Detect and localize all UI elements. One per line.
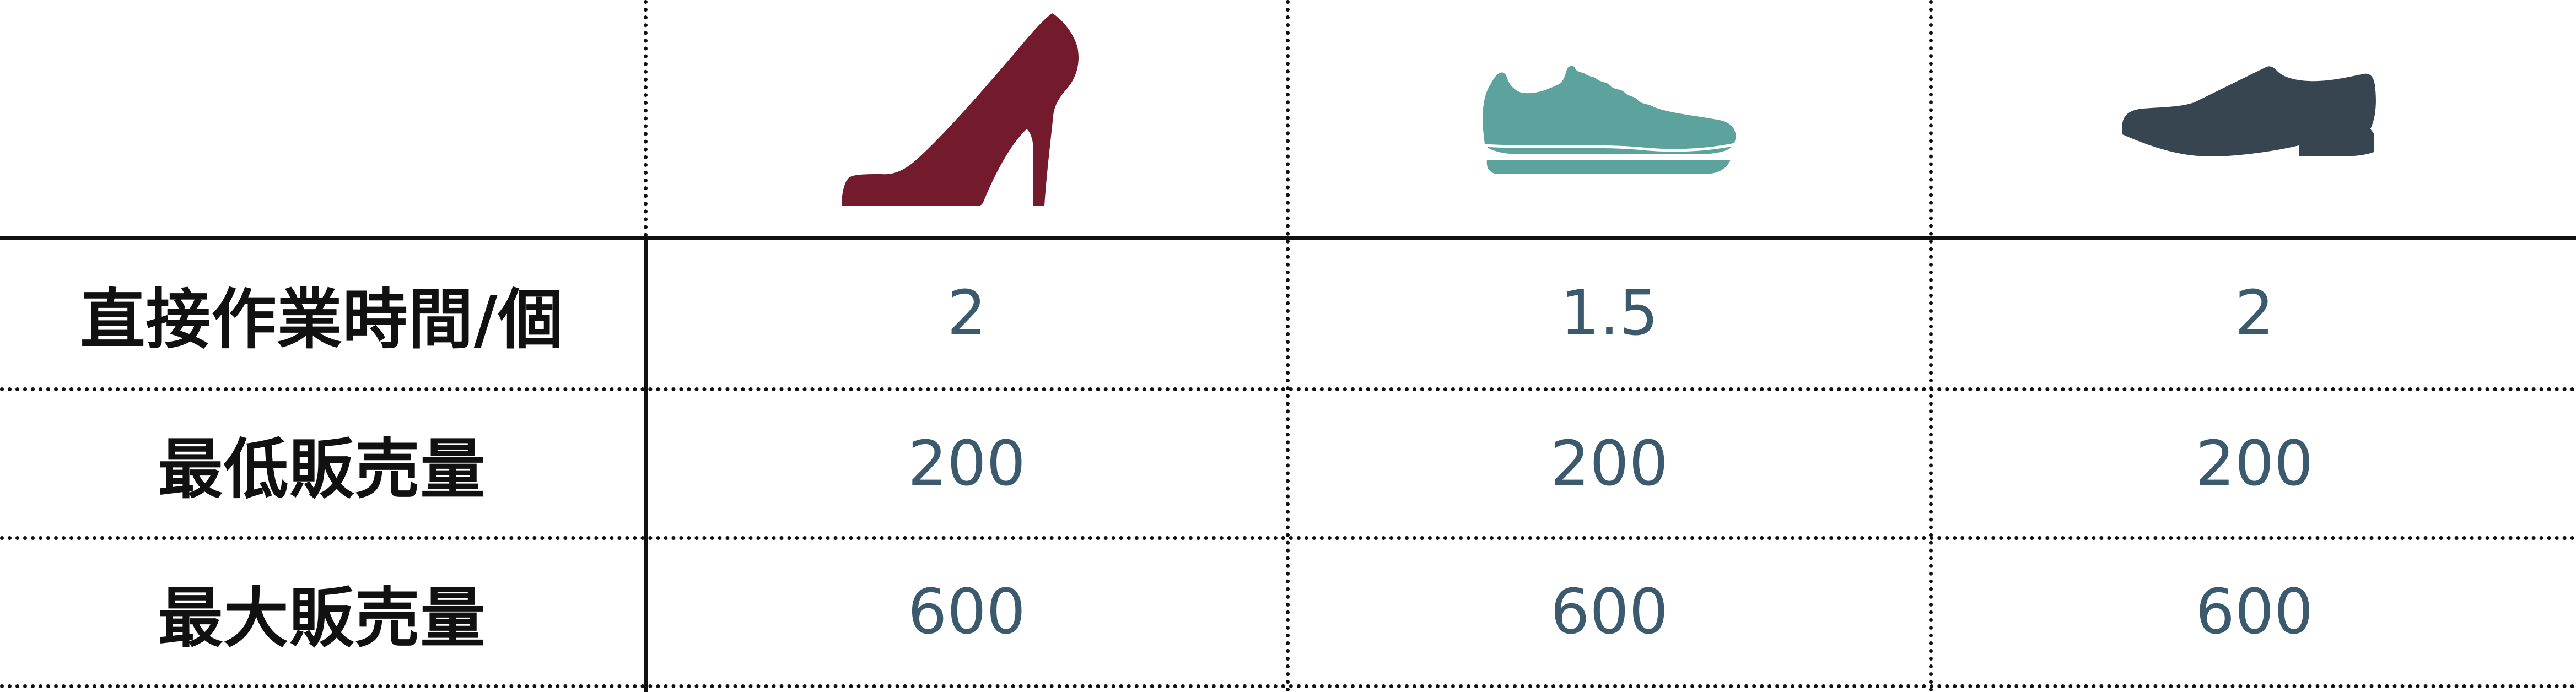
sneaker-icon-shape	[1483, 66, 1736, 174]
row-label-maximum-sales: 最大販売量	[158, 580, 486, 656]
value-sneaker-maximum-sales: 600	[1550, 576, 1668, 648]
column-header-sneaker	[1290, 0, 1929, 236]
column-divider	[1286, 0, 1290, 692]
column-header-high-heel	[648, 0, 1286, 236]
column-header-dress-shoe	[1933, 0, 2576, 236]
row-label-minimum-sales: 最低販売量	[158, 431, 486, 507]
value-dress-shoe-direct-labor-hours: 2	[2234, 278, 2275, 349]
value-high-heel-maximum-sales: 600	[908, 576, 1026, 648]
row-divider	[0, 536, 2576, 540]
dress-shoe-icon	[2122, 66, 2376, 156]
value-high-heel-direct-labor-hours: 2	[947, 278, 987, 349]
column-divider	[644, 0, 648, 237]
sneaker-sole-stripe	[1484, 143, 1736, 152]
value-high-heel-minimum-sales: 200	[908, 428, 1026, 500]
value-sneaker-direct-labor-hours: 1.5	[1560, 278, 1659, 349]
value-dress-shoe-maximum-sales: 600	[2195, 576, 2314, 648]
high-heel-icon	[842, 13, 1079, 206]
column-divider	[1929, 0, 1933, 692]
row-divider	[0, 387, 2576, 391]
row-divider	[0, 684, 2576, 688]
value-dress-shoe-minimum-sales: 200	[2195, 428, 2314, 500]
header-row-divider	[0, 236, 2576, 240]
sneaker-icon	[1483, 66, 1736, 174]
value-sneaker-minimum-sales: 200	[1550, 428, 1668, 500]
header-column-divider	[644, 237, 648, 692]
row-label-direct-labor-hours: 直接作業時間/個	[80, 281, 564, 358]
dress-shoe-icon-shape	[2122, 66, 2376, 156]
high-heel-icon-shape	[842, 13, 1079, 206]
